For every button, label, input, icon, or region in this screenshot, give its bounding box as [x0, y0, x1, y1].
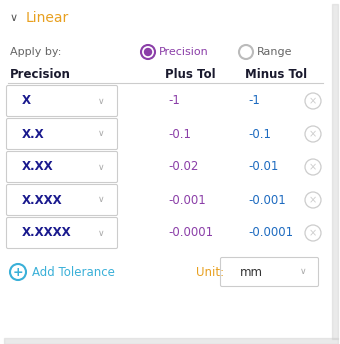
Circle shape: [239, 45, 253, 59]
FancyBboxPatch shape: [6, 184, 118, 215]
Text: X: X: [22, 95, 31, 107]
Text: ×: ×: [309, 228, 317, 238]
Text: -0.0001: -0.0001: [248, 226, 293, 239]
Text: ∨: ∨: [98, 195, 105, 204]
Circle shape: [305, 192, 321, 208]
Circle shape: [305, 159, 321, 175]
Text: -0.0001: -0.0001: [168, 226, 213, 239]
Text: ∨: ∨: [10, 13, 18, 23]
Text: Plus Tol: Plus Tol: [165, 67, 216, 80]
FancyBboxPatch shape: [6, 86, 118, 117]
Text: X.XXXX: X.XXXX: [22, 226, 72, 239]
FancyBboxPatch shape: [4, 4, 332, 339]
Text: ×: ×: [309, 97, 317, 107]
Text: -0.02: -0.02: [168, 161, 198, 173]
Text: Precision: Precision: [159, 47, 209, 57]
FancyBboxPatch shape: [6, 217, 118, 248]
Text: ∨: ∨: [98, 129, 105, 139]
Text: ∨: ∨: [300, 268, 307, 277]
Text: +: +: [13, 266, 23, 279]
FancyBboxPatch shape: [6, 118, 118, 150]
Text: ∨: ∨: [98, 228, 105, 237]
Text: -0.001: -0.001: [168, 193, 206, 206]
Text: -1: -1: [168, 95, 180, 107]
FancyBboxPatch shape: [221, 258, 319, 287]
Text: Linear: Linear: [26, 11, 69, 25]
Text: -0.1: -0.1: [168, 128, 191, 140]
Text: Precision: Precision: [10, 67, 71, 80]
Text: -0.01: -0.01: [248, 161, 278, 173]
Text: X.XXX: X.XXX: [22, 193, 63, 206]
Text: Apply by:: Apply by:: [10, 47, 62, 57]
Text: Minus Tol: Minus Tol: [245, 67, 307, 80]
Text: ∨: ∨: [98, 162, 105, 172]
Text: Add Tolerance: Add Tolerance: [32, 266, 115, 279]
Text: ×: ×: [309, 129, 317, 140]
Circle shape: [141, 45, 155, 59]
Text: -0.001: -0.001: [248, 193, 286, 206]
Text: -0.1: -0.1: [248, 128, 271, 140]
Circle shape: [305, 93, 321, 109]
Text: Range: Range: [257, 47, 292, 57]
Text: X.X: X.X: [22, 128, 45, 140]
Circle shape: [305, 126, 321, 142]
FancyBboxPatch shape: [6, 151, 118, 183]
Circle shape: [305, 225, 321, 241]
Text: ×: ×: [309, 162, 317, 172]
Circle shape: [10, 264, 26, 280]
Text: mm: mm: [240, 266, 263, 279]
Text: X.XX: X.XX: [22, 161, 54, 173]
Circle shape: [144, 49, 152, 55]
Text: ∨: ∨: [98, 97, 105, 106]
Text: ×: ×: [309, 195, 317, 205]
Text: Unit:: Unit:: [196, 266, 224, 279]
Text: -1: -1: [248, 95, 260, 107]
